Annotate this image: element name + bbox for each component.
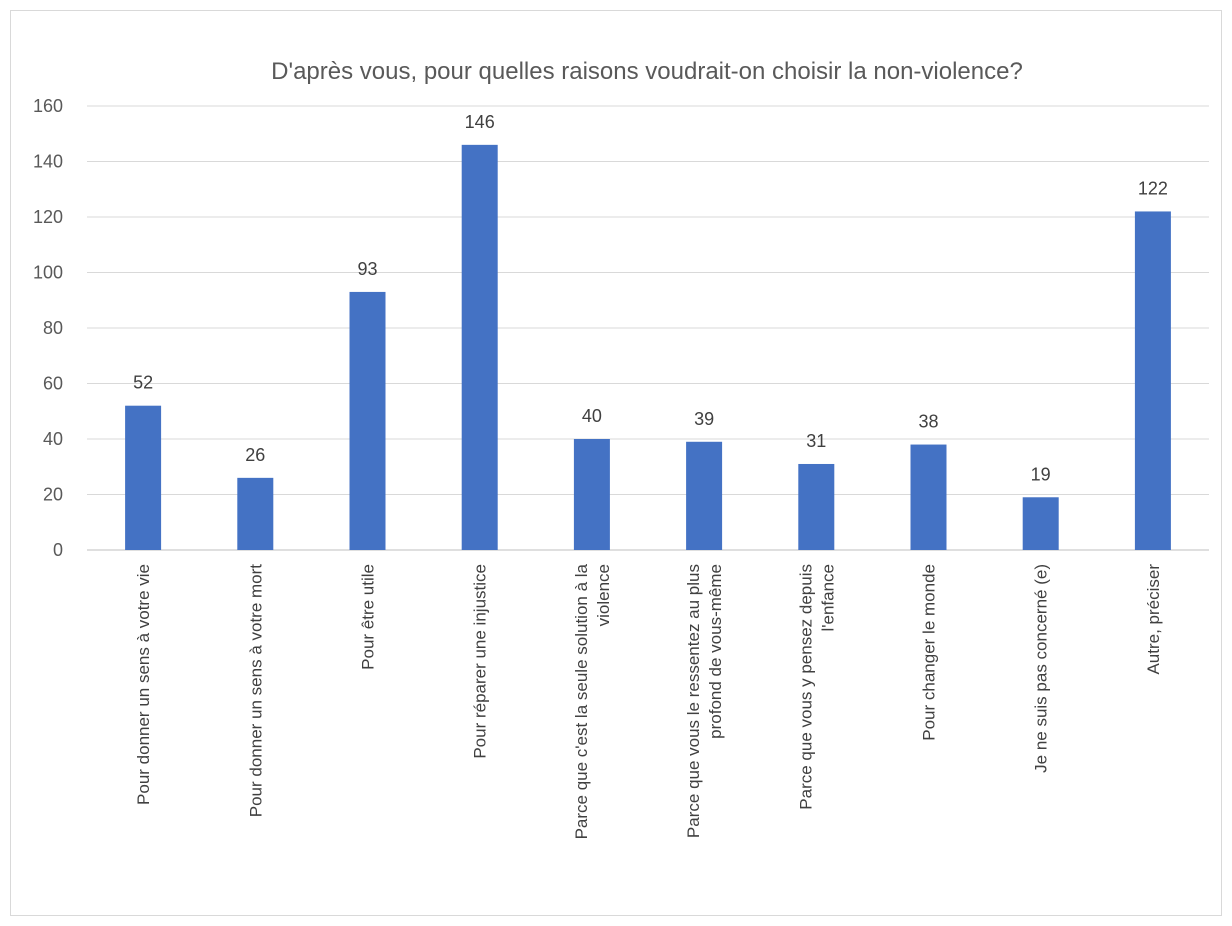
bar bbox=[1134, 211, 1171, 550]
x-tick-label: Autre, préciser bbox=[1144, 564, 1163, 675]
x-tick-label: Pour donner un sens à votre mort bbox=[246, 564, 265, 818]
x-tick-label-line: Pour changer le monde bbox=[920, 564, 939, 741]
y-tick-label: 100 bbox=[33, 263, 63, 283]
data-label: 40 bbox=[582, 406, 602, 426]
x-tick-label: Parce que vous le ressentez au plus profo… bbox=[684, 564, 725, 838]
data-label: 39 bbox=[694, 409, 714, 429]
x-tick-label: Pour changer le monde bbox=[920, 564, 939, 741]
x-tick-label-line: Je ne suis pas concerné (e) bbox=[1032, 564, 1051, 773]
y-tick-label: 120 bbox=[33, 207, 63, 227]
y-tick-label: 160 bbox=[33, 96, 63, 116]
x-tick-label-line: Pour être utile bbox=[359, 564, 378, 670]
y-tick-label: 20 bbox=[43, 485, 63, 505]
data-label: 26 bbox=[245, 445, 265, 465]
bar bbox=[237, 477, 274, 550]
y-axis-tick-labels: 0 20 40 60 80 100 120 140 160 bbox=[33, 96, 63, 560]
x-tick-label-line: Pour réparer une injustice bbox=[471, 564, 490, 759]
x-tick-label: Parce que c'est la seule solution à la vi… bbox=[572, 563, 613, 839]
bar-chart: D'après vous, pour quelles raisons voudr… bbox=[33, 58, 1209, 839]
x-tick-label-line: l'enfance bbox=[818, 564, 837, 632]
data-label: 52 bbox=[133, 373, 153, 393]
bars bbox=[125, 144, 1171, 550]
data-label: 19 bbox=[1031, 464, 1051, 484]
x-tick-label-line: violence bbox=[594, 564, 613, 626]
chart-title: D'après vous, pour quelles raisons voudr… bbox=[271, 58, 1023, 85]
y-tick-label: 80 bbox=[43, 318, 63, 338]
x-tick-label-line: Parce que c'est la seule solution à la bbox=[572, 563, 591, 839]
gridlines bbox=[87, 105, 1209, 495]
x-tick-label-line: Parce que vous le ressentez au plus bbox=[684, 564, 703, 838]
y-tick-label: 40 bbox=[43, 429, 63, 449]
x-tick-label-line: Pour donner un sens à votre mort bbox=[246, 564, 265, 818]
bar bbox=[461, 144, 498, 550]
data-label: 122 bbox=[1138, 178, 1168, 198]
data-label: 38 bbox=[918, 412, 938, 432]
y-tick-label: 0 bbox=[53, 540, 63, 560]
chart-area: D'après vous, pour quelles raisons voudr… bbox=[10, 10, 1222, 916]
x-tick-label: Pour être utile bbox=[359, 564, 378, 670]
bar bbox=[125, 405, 162, 550]
x-tick-label: Pour donner un sens à votre vie bbox=[134, 564, 153, 805]
x-tick-label-line: Parce que vous y pensez depuis bbox=[796, 564, 815, 810]
bar bbox=[798, 463, 835, 550]
x-tick-label: Parce que vous y pensez depuis l'enfance bbox=[796, 564, 837, 810]
bar bbox=[349, 291, 386, 550]
bar bbox=[910, 444, 947, 550]
bar bbox=[1022, 497, 1059, 550]
data-labels: 52 26 93 146 40 39 31 38 19 122 bbox=[133, 112, 1168, 484]
data-label: 146 bbox=[465, 112, 495, 132]
x-axis-tick-labels: Pour donner un sens à votre vie Pour donn… bbox=[134, 563, 1163, 839]
x-tick-label-line: Pour donner un sens à votre vie bbox=[134, 564, 153, 805]
bar bbox=[686, 441, 723, 550]
bar bbox=[573, 439, 610, 550]
data-label: 31 bbox=[806, 431, 826, 451]
data-label: 93 bbox=[357, 259, 377, 279]
y-tick-label: 140 bbox=[33, 152, 63, 172]
x-tick-label: Pour réparer une injustice bbox=[471, 564, 490, 759]
x-tick-label: Je ne suis pas concerné (e) bbox=[1032, 564, 1051, 773]
y-tick-label: 60 bbox=[43, 374, 63, 394]
x-tick-label-line: profond de vous-même bbox=[706, 564, 725, 739]
x-tick-label-line: Autre, préciser bbox=[1144, 564, 1163, 675]
